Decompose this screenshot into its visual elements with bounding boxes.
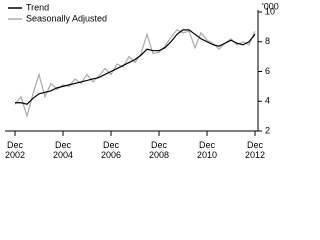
legend-label: Trend	[26, 2, 49, 12]
x-tick-label: Dec 2002	[4, 140, 26, 160]
x-tick-label: Dec 2010	[196, 140, 218, 160]
series-line	[15, 29, 256, 105]
x-tick-label: Dec 2012	[244, 140, 266, 160]
y-tick-label: 2	[265, 125, 270, 135]
x-tick-label: Dec 2004	[52, 140, 74, 160]
y-axis-label: '000	[262, 1, 279, 11]
series-line	[14, 29, 256, 119]
y-tick-label: 10	[265, 6, 275, 16]
y-tick-label: 6	[265, 66, 270, 76]
chart: '000 2 4 6 8 10 Trend Seasonally Adjusted Dec …	[4, 1, 279, 160]
y-tick-label: 4	[265, 96, 270, 106]
legend-label: Seasonally Adjusted	[26, 13, 107, 23]
x-tick-label: Dec 2008	[148, 140, 170, 160]
y-tick-label: 8	[265, 36, 270, 46]
x-tick-label: Dec 2006	[100, 140, 122, 160]
